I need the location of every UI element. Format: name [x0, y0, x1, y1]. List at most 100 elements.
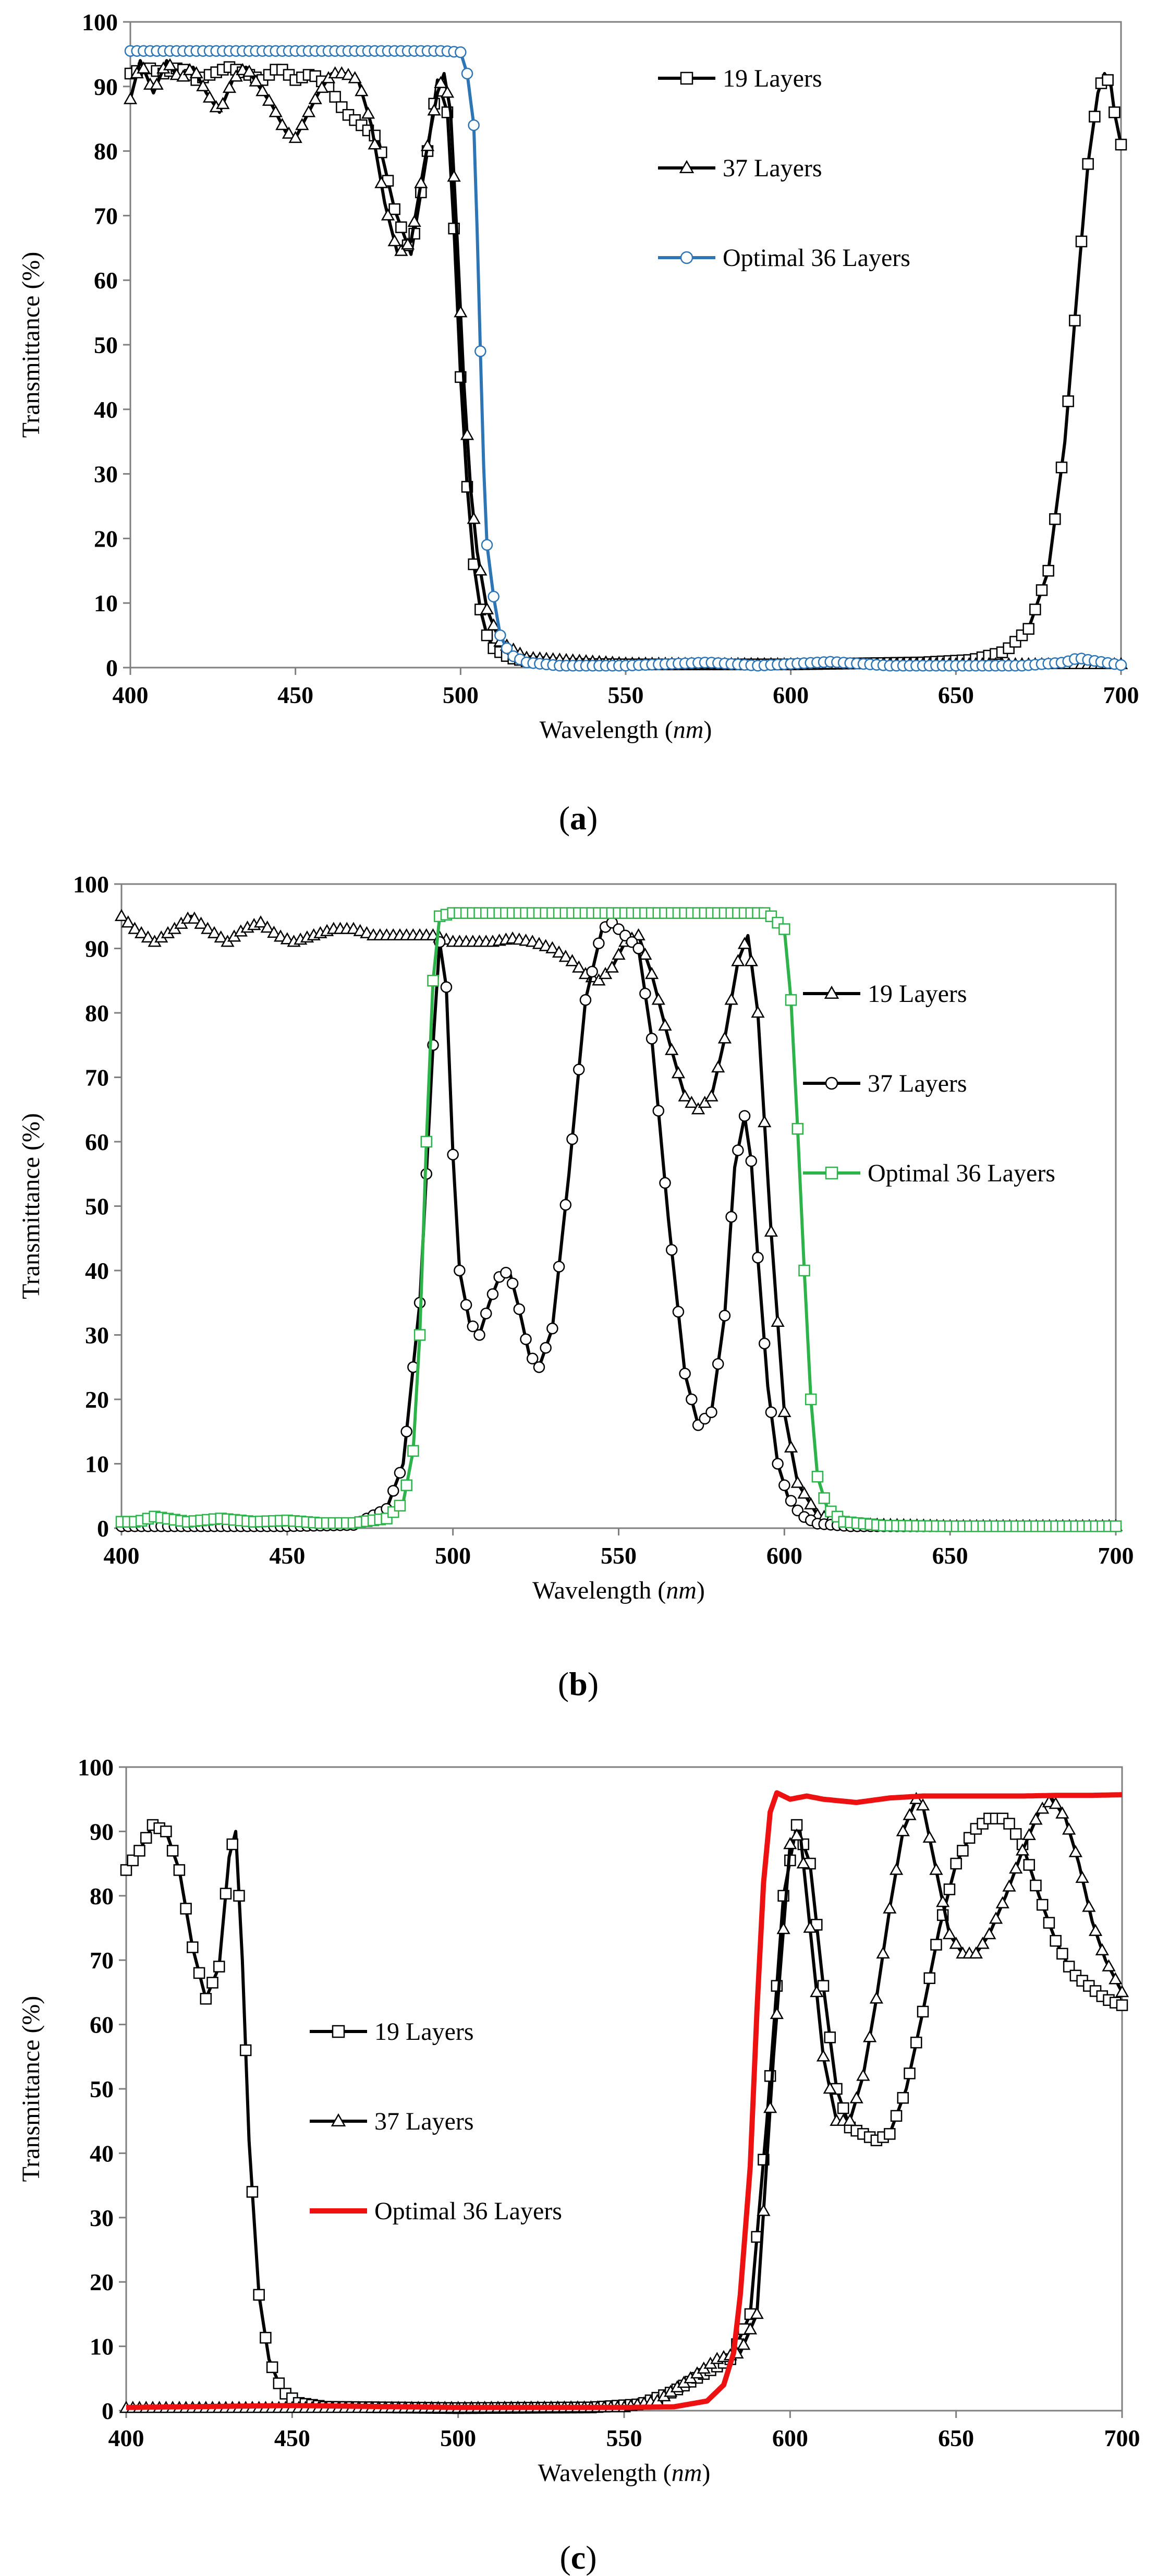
data-point: [949, 1937, 963, 1949]
legend-label: 19 Layers: [723, 65, 822, 92]
data-point: [180, 1903, 192, 1915]
legend-entry-1: 37 Layers: [658, 154, 822, 182]
x-tick-label: 650: [938, 2425, 974, 2451]
data-point: [572, 960, 586, 973]
data-point: [473, 563, 488, 576]
series-c-2: [125, 1790, 1123, 2410]
series-line: [130, 49, 1122, 668]
legend-entry-2: Optimal 36 Layers: [310, 2197, 562, 2225]
data-point: [1075, 1870, 1089, 1883]
data-point: [1049, 1796, 1063, 1809]
data-point: [698, 1095, 712, 1108]
data-point: [288, 130, 302, 143]
data-point: [704, 1089, 718, 1102]
caption-letter: a: [570, 800, 587, 837]
data-point: [785, 1495, 797, 1507]
data-point: [545, 941, 559, 953]
caption-open-paren: (: [558, 1665, 569, 1702]
data-point: [796, 1856, 810, 1869]
data-point: [400, 237, 415, 250]
x-tick-label: 450: [269, 1542, 305, 1569]
legend-marker: [824, 985, 839, 999]
data-point: [862, 2030, 877, 2042]
data-point: [638, 947, 652, 960]
y-tick-label: 10: [90, 2333, 114, 2360]
data-point: [301, 105, 316, 117]
data-point: [222, 80, 237, 93]
series-c-0: [120, 1812, 1128, 2414]
data-point: [957, 1845, 969, 1857]
chart-panel-c: 400 450 500 550 600 650 700 0 10 20 30 40 50 60 70 80 90…: [17, 1754, 1140, 2576]
caption-close-paren: ): [586, 2539, 596, 2576]
data-point: [1029, 603, 1041, 615]
data-point: [434, 76, 448, 88]
data-point: [176, 69, 190, 82]
data-point: [253, 2289, 265, 2301]
data-point: [394, 244, 408, 256]
data-point: [751, 1005, 765, 1018]
y-axis-label: Transmittance (%): [17, 1113, 45, 1299]
x-tick-label: 500: [440, 2425, 476, 2451]
x-tick-label: 700: [1104, 2425, 1140, 2451]
data-point: [468, 119, 480, 131]
data-point: [187, 911, 201, 924]
data-point: [1030, 1879, 1042, 1892]
data-point: [593, 937, 605, 949]
series-b-2: [115, 907, 1122, 1532]
data-point: [173, 1864, 186, 1876]
x-axis-label-prefix: Wavelength (: [532, 1577, 666, 1604]
series-line: [125, 1817, 1123, 2410]
data-point: [805, 1393, 817, 1406]
panel-caption: (c): [559, 2539, 596, 2576]
data-point: [226, 1838, 238, 1851]
data-point: [552, 945, 566, 958]
data-point: [407, 214, 421, 227]
data-point: [533, 1361, 545, 1373]
data-point: [811, 1470, 824, 1483]
y-tick-label: 50: [85, 1193, 109, 1220]
caption-close-paren: ): [588, 1665, 599, 1702]
data-point: [400, 1425, 412, 1437]
caption-letter: b: [569, 1665, 588, 1702]
data-point: [632, 942, 644, 954]
data-point: [1069, 315, 1081, 326]
data-point: [817, 1980, 830, 1992]
data-point: [163, 58, 177, 70]
y-tick-label: 0: [97, 1515, 109, 1542]
data-point: [381, 208, 395, 221]
data-point: [1003, 1818, 1015, 1830]
data-point: [206, 1977, 218, 1989]
data-point: [395, 221, 407, 233]
data-point: [559, 1199, 572, 1211]
data-point: [923, 1972, 935, 1985]
legend-marker: [331, 2113, 346, 2127]
data-point: [368, 137, 382, 150]
data-point: [229, 69, 243, 82]
data-point: [1068, 1845, 1083, 1857]
data-point: [202, 90, 217, 103]
data-point: [652, 1105, 665, 1117]
data-point: [249, 74, 263, 87]
data-point: [930, 1939, 942, 1951]
y-tick-label: 0: [102, 2398, 114, 2424]
data-point: [777, 1405, 791, 1417]
data-point: [1075, 235, 1088, 248]
x-tick-label: 500: [443, 682, 479, 708]
data-point: [246, 2186, 259, 2198]
y-tick-label: 100: [78, 1754, 114, 1781]
data-point: [1062, 1822, 1076, 1835]
panel-caption: (b): [558, 1665, 599, 1702]
data-point: [646, 1033, 658, 1045]
y-tick-label: 50: [94, 332, 118, 358]
data-point: [566, 1133, 578, 1145]
data-point: [943, 1883, 956, 1895]
data-point: [520, 1333, 532, 1345]
data-point: [273, 929, 288, 942]
data-point: [757, 2204, 771, 2216]
y-tick-label: 70: [94, 202, 118, 229]
data-point: [731, 954, 745, 966]
data-point: [644, 966, 659, 979]
data-point: [1116, 1999, 1128, 2011]
data-point: [128, 922, 142, 934]
